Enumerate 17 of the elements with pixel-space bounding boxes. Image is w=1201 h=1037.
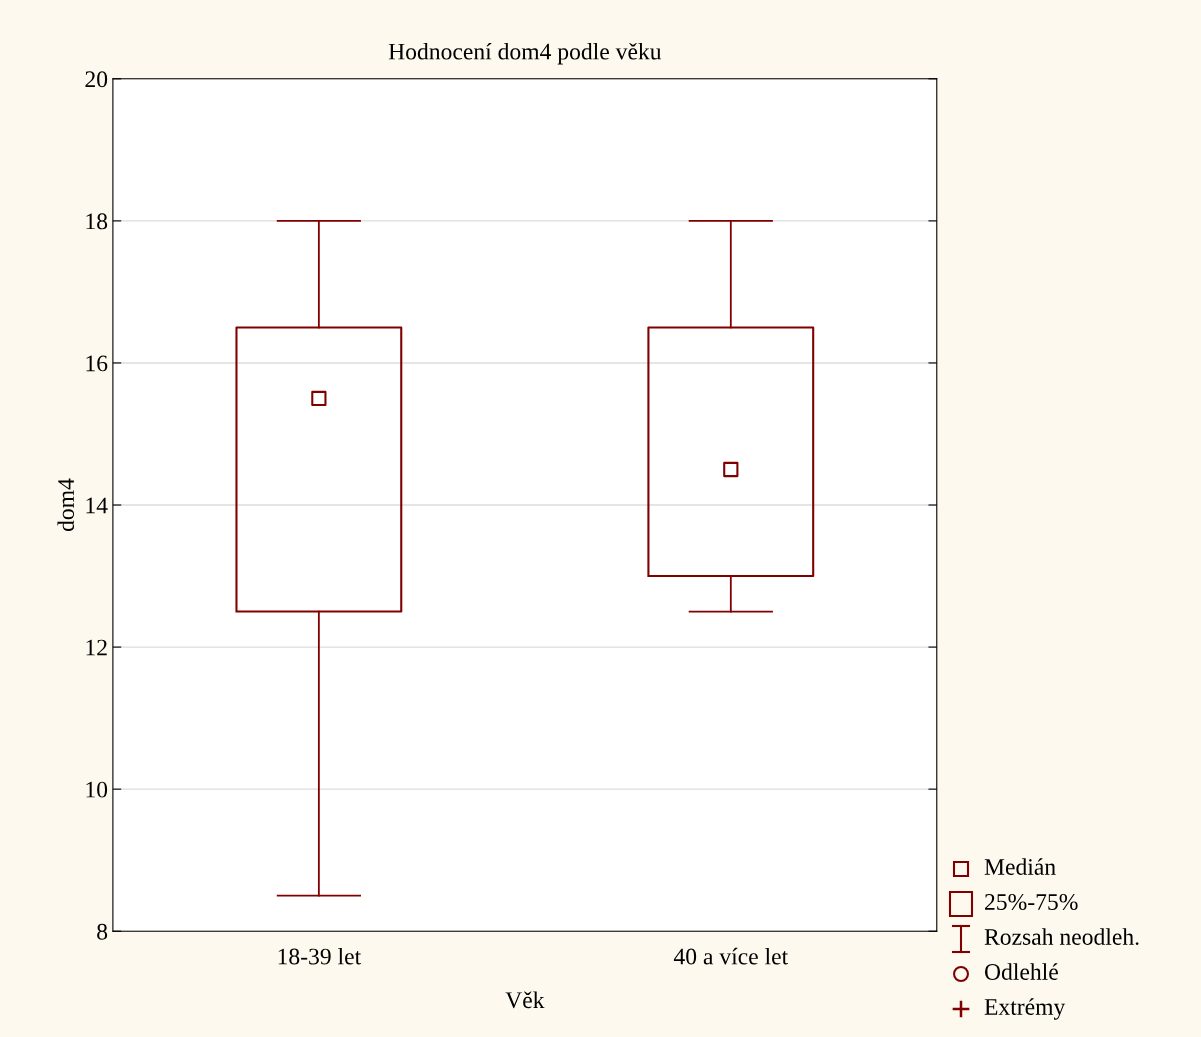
text: Medián bbox=[984, 858, 1056, 875]
y-tick-label: 18 bbox=[86, 213, 108, 230]
text: Odlehlé bbox=[984, 963, 1058, 980]
x-tick-label: 40 a více let bbox=[673, 947, 789, 965]
text: 25%-75% bbox=[985, 893, 1078, 910]
y-tick-label: 16 bbox=[86, 355, 108, 372]
y-tick-label: 8 bbox=[97, 923, 108, 940]
text: Rozsah neodleh. bbox=[984, 928, 1139, 946]
y-tick-label: 14 bbox=[86, 497, 108, 514]
text: Extrémy bbox=[984, 998, 1066, 1020]
y-tick-label: 12 bbox=[86, 639, 107, 656]
y-tick-label: 20 bbox=[85, 71, 108, 88]
y-tick-label: 10 bbox=[86, 781, 108, 798]
x-axis-title: Věk bbox=[505, 991, 545, 1009]
y-axis-title: dom4 bbox=[57, 478, 75, 532]
x-tick-label: 18-39 let bbox=[278, 947, 362, 965]
chart-title: Hodnocení dom4 podle věku bbox=[388, 42, 662, 65]
